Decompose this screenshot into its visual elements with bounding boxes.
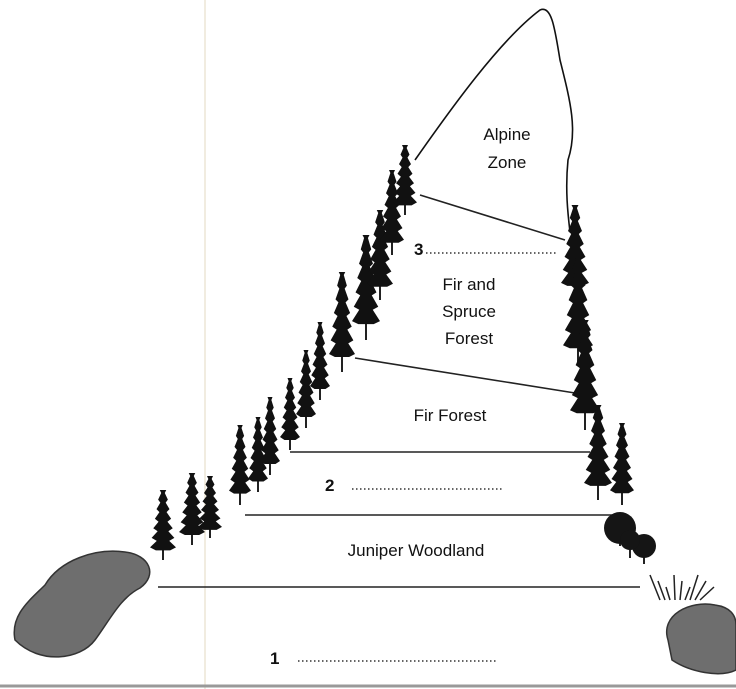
labels: Alpine Zone Fir and Spruce Forest Fir Fo…	[348, 125, 531, 560]
grass	[649, 574, 661, 601]
zone-number: 2	[325, 476, 334, 495]
zone-line	[354, 357, 576, 394]
tree	[584, 405, 612, 486]
tree	[280, 378, 300, 441]
zone-label: Zone	[488, 153, 527, 172]
grass	[679, 580, 683, 601]
shrub	[665, 603, 736, 675]
tree	[150, 490, 176, 551]
tree	[198, 476, 222, 530]
zone-label: Fir and	[443, 275, 496, 294]
tree	[179, 473, 205, 536]
zone-lines	[158, 194, 640, 588]
zone-label: Juniper Woodland	[348, 541, 485, 560]
grass	[699, 586, 715, 601]
zone-label: Alpine	[483, 125, 530, 144]
zone-number: 3	[414, 240, 423, 259]
tree	[380, 170, 404, 243]
grass	[689, 574, 699, 601]
grass	[694, 580, 707, 601]
tree	[610, 423, 634, 494]
zone-number: 1	[270, 649, 279, 668]
answer-blanks	[298, 252, 556, 662]
tree	[229, 425, 251, 494]
grass	[684, 586, 691, 601]
tree	[329, 272, 355, 357]
tree	[248, 417, 268, 482]
tree	[352, 235, 380, 325]
alpine-outline	[414, 8, 574, 233]
vegetation	[13, 145, 736, 675]
zone-label: Forest	[445, 329, 493, 348]
zone-line	[419, 194, 566, 241]
juniper	[620, 530, 640, 550]
zone-label: Fir Forest	[414, 406, 487, 425]
tree	[570, 320, 600, 414]
tree	[310, 322, 330, 389]
grass	[665, 586, 671, 601]
zone-label: Spruce	[442, 302, 496, 321]
grass	[673, 574, 676, 601]
tree	[367, 210, 393, 287]
shrub	[13, 550, 151, 658]
tree	[296, 350, 316, 417]
tree	[393, 145, 417, 206]
tree	[260, 397, 280, 464]
grass	[657, 580, 666, 601]
